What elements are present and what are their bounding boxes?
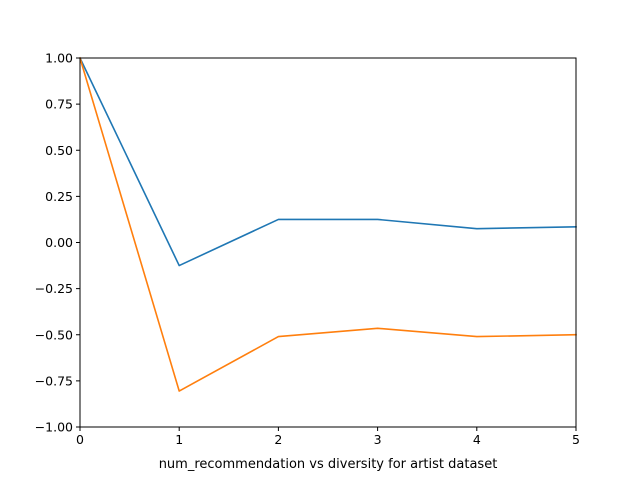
x-tick-label: 3 bbox=[374, 432, 382, 447]
y-tick-label: 0.50 bbox=[45, 143, 73, 158]
plot-frame bbox=[79, 57, 577, 428]
series-line-2 bbox=[79, 57, 577, 392]
y-tick-label: 0.75 bbox=[45, 97, 73, 112]
x-tick-label: 5 bbox=[572, 432, 580, 447]
series-layer bbox=[78, 56, 577, 392]
y-tick-label: 0.00 bbox=[45, 235, 73, 250]
x-tick-label: 0 bbox=[76, 432, 84, 447]
y-tick-label: −0.25 bbox=[35, 281, 73, 296]
x-tick-label: 2 bbox=[274, 432, 282, 447]
x-axis-label: num_recommendation vs diversity for arti… bbox=[159, 457, 498, 472]
y-tick-label: −0.50 bbox=[35, 327, 73, 342]
x-axis: 0 1 2 3 4 5 bbox=[76, 427, 580, 447]
y-tick-label: 0.25 bbox=[45, 189, 73, 204]
x-tick-label: 4 bbox=[473, 432, 481, 447]
y-tick-label: −0.75 bbox=[35, 373, 73, 388]
y-axis: −1.00 −0.75 −0.50 −0.25 0.00 0.25 0.50 0.75 1.00 bbox=[35, 51, 80, 435]
plot-area bbox=[80, 58, 576, 427]
y-tick-label: −1.00 bbox=[35, 420, 73, 435]
series-line-1 bbox=[78, 56, 577, 267]
y-tick-label: 1.00 bbox=[45, 51, 73, 66]
x-tick-label: 1 bbox=[175, 432, 183, 447]
